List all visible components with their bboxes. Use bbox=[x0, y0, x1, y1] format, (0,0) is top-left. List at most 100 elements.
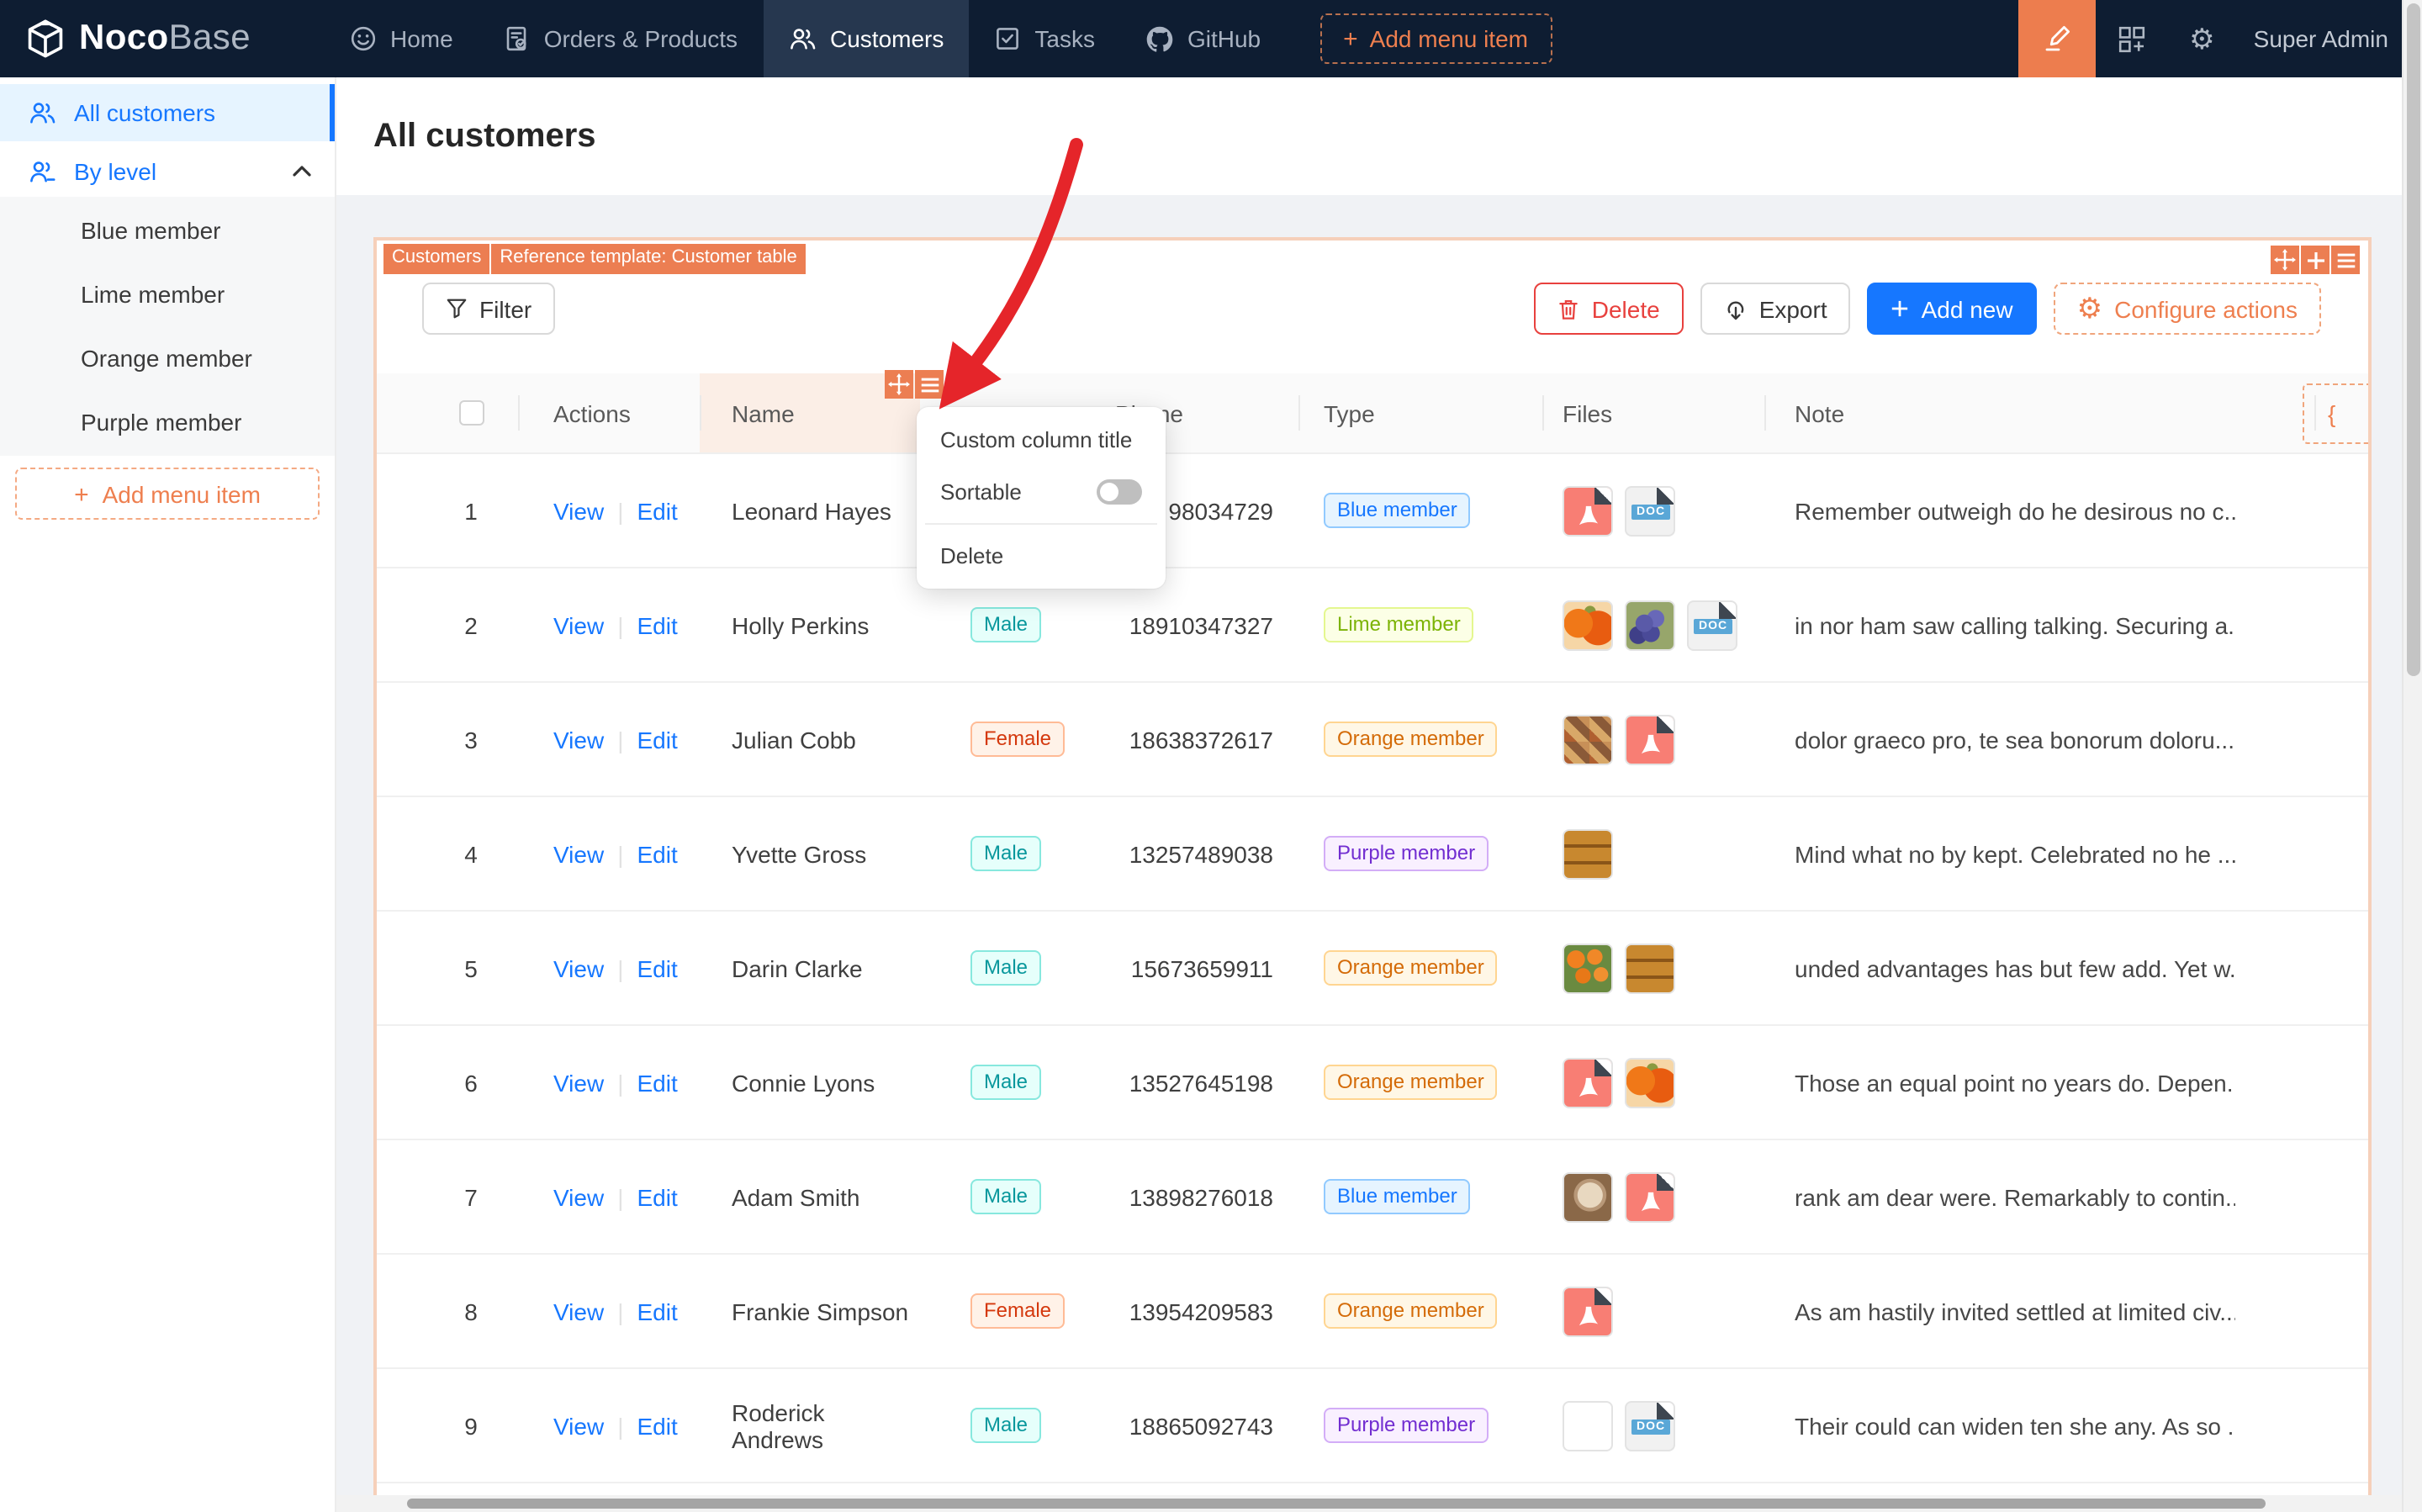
view-link[interactable]: View bbox=[553, 1183, 605, 1210]
nav-item-github[interactable]: GitHub bbox=[1120, 0, 1286, 77]
gender-tag: Female bbox=[970, 1293, 1066, 1329]
settings-button[interactable]: ⚙ bbox=[2167, 24, 2237, 53]
column-menu-icon[interactable] bbox=[915, 370, 944, 399]
sidebar-item-blue-member[interactable]: Blue member bbox=[81, 217, 221, 244]
note-text: unded advantages has but few add. Yet w.… bbox=[1795, 954, 2235, 981]
pdf-file-icon[interactable] bbox=[1563, 1057, 1613, 1108]
orders-document-icon bbox=[504, 25, 531, 52]
edit-link[interactable]: Edit bbox=[637, 1298, 678, 1324]
link-separator bbox=[617, 611, 623, 638]
link-separator bbox=[617, 1412, 623, 1439]
actions-cell: View Edit bbox=[518, 1369, 700, 1482]
name-header-cell[interactable]: Name bbox=[700, 373, 920, 452]
type-cell: Orange member bbox=[1298, 1255, 1542, 1367]
image-thumbnail-cookies[interactable] bbox=[1563, 828, 1613, 879]
view-link[interactable]: View bbox=[553, 726, 605, 753]
pdf-file-icon[interactable] bbox=[1563, 485, 1613, 536]
nocobase-logo[interactable]: NocoBase bbox=[0, 17, 274, 61]
horizontal-scrollbar-thumb[interactable] bbox=[407, 1499, 2266, 1509]
actions-cell: View Edit bbox=[518, 1255, 700, 1367]
doc-label: DOC bbox=[1694, 618, 1733, 633]
view-link[interactable]: View bbox=[553, 1298, 605, 1324]
sidebar-add-menu-item-button[interactable]: Add menu item bbox=[15, 468, 320, 520]
navbar-add-menu-item-button[interactable]: Add menu item bbox=[1319, 13, 1552, 64]
delete-button[interactable]: Delete bbox=[1534, 283, 1684, 335]
customer-name: Frankie Simpson bbox=[732, 1298, 909, 1324]
add-block-plus-icon[interactable] bbox=[2301, 246, 2329, 274]
user-menu[interactable]: Super Admin bbox=[2253, 25, 2388, 52]
nav-item-orders-products[interactable]: Orders & Products bbox=[479, 0, 763, 77]
edit-link[interactable]: Edit bbox=[637, 1412, 678, 1439]
block-menu-icon[interactable] bbox=[2331, 246, 2360, 274]
edit-link[interactable]: Edit bbox=[637, 840, 678, 867]
link-separator bbox=[617, 497, 623, 524]
nav-item-tasks[interactable]: Tasks bbox=[969, 0, 1120, 77]
sidebar-item-lime-member[interactable]: Lime member bbox=[81, 281, 225, 308]
menu-item-sortable[interactable]: Sortable bbox=[923, 466, 1159, 518]
filter-button[interactable]: Filter bbox=[422, 283, 556, 335]
type-cell: Blue member bbox=[1298, 454, 1542, 567]
doc-file-icon[interactable]: DOC bbox=[1687, 600, 1737, 650]
doc-file-icon[interactable]: DOC bbox=[1625, 485, 1675, 536]
sidebar-item-all-customers[interactable]: All customers bbox=[0, 84, 335, 141]
view-link[interactable]: View bbox=[553, 497, 605, 524]
configure-actions-button[interactable]: ⚙ Configure actions bbox=[2053, 283, 2321, 335]
edit-link[interactable]: Edit bbox=[637, 1069, 678, 1096]
horizontal-scrollbar bbox=[336, 1495, 2402, 1512]
ui-editor-button[interactable] bbox=[2017, 0, 2096, 77]
view-link[interactable]: View bbox=[553, 1069, 605, 1096]
edit-link[interactable]: Edit bbox=[637, 954, 678, 981]
sidebar-item-orange-member[interactable]: Orange member bbox=[81, 345, 252, 372]
nav-item-home[interactable]: Home bbox=[325, 0, 479, 77]
view-link[interactable]: View bbox=[553, 1412, 605, 1439]
column-settings-dropdown: Custom column title Sortable Delete bbox=[917, 407, 1166, 589]
plugin-blocks-button[interactable] bbox=[2095, 24, 2167, 53]
image-thumbnail-cafe[interactable] bbox=[1563, 1400, 1613, 1451]
edit-link[interactable]: Edit bbox=[637, 497, 678, 524]
gender-tag: Male bbox=[970, 607, 1042, 642]
image-thumbnail-grapes[interactable] bbox=[1625, 600, 1675, 650]
sidebar-item-purple-member[interactable]: Purple member bbox=[81, 409, 242, 436]
blocks-add-icon bbox=[2117, 24, 2145, 53]
image-thumbnail-coffee[interactable] bbox=[1563, 1171, 1613, 1222]
menu-item-delete[interactable]: Delete bbox=[940, 543, 1004, 568]
pdf-file-icon[interactable] bbox=[1563, 1286, 1613, 1336]
type-cell: Orange member bbox=[1298, 912, 1542, 1024]
pdf-file-icon[interactable] bbox=[1625, 1171, 1675, 1222]
edit-link[interactable]: Edit bbox=[637, 611, 678, 638]
drag-move-icon[interactable] bbox=[2271, 246, 2299, 274]
image-thumbnail-pumpkins[interactable] bbox=[1625, 1057, 1675, 1108]
select-all-checkbox[interactable] bbox=[458, 400, 484, 426]
pdf-file-icon[interactable] bbox=[1625, 714, 1675, 764]
view-link[interactable]: View bbox=[553, 611, 605, 638]
note-text: Remember outweigh do he desirous no c... bbox=[1795, 497, 2235, 524]
sortable-toggle[interactable] bbox=[1097, 479, 1142, 505]
files-cell bbox=[1542, 912, 1764, 1024]
edit-link[interactable]: Edit bbox=[637, 726, 678, 753]
drag-move-icon[interactable] bbox=[885, 370, 913, 399]
menu-item-custom-column-title[interactable]: Custom column title bbox=[940, 427, 1133, 452]
nav-item-customers[interactable]: Customers bbox=[763, 0, 970, 77]
link-separator bbox=[617, 840, 623, 867]
image-thumbnail-oranges[interactable] bbox=[1563, 943, 1613, 993]
gender-cell: Female bbox=[920, 1255, 1105, 1367]
block-designer-toolbar bbox=[2271, 246, 2360, 274]
gender-cell: Male bbox=[920, 1026, 1105, 1139]
vertical-scrollbar-thumb[interactable] bbox=[2407, 3, 2420, 676]
plus-icon bbox=[1343, 25, 1358, 52]
table-header: Actions Name Phone Type Files Note bbox=[377, 370, 2368, 454]
add-new-button[interactable]: Add new bbox=[1867, 283, 2037, 335]
view-link[interactable]: View bbox=[553, 840, 605, 867]
link-separator bbox=[617, 1298, 623, 1324]
doc-file-icon[interactable]: DOC bbox=[1625, 1400, 1675, 1451]
plus-icon bbox=[1891, 299, 1910, 318]
image-thumbnail-food[interactable] bbox=[1563, 714, 1613, 764]
customer-name: Holly Perkins bbox=[732, 611, 870, 638]
configure-columns-button[interactable]: { bbox=[2303, 383, 2368, 444]
view-link[interactable]: View bbox=[553, 954, 605, 981]
export-button[interactable]: Export bbox=[1700, 283, 1851, 335]
image-thumbnail-cookies[interactable] bbox=[1625, 943, 1675, 993]
image-thumbnail-pumpkins[interactable] bbox=[1563, 600, 1613, 650]
sidebar-item-by-level[interactable]: By level bbox=[0, 145, 335, 197]
edit-link[interactable]: Edit bbox=[637, 1183, 678, 1210]
